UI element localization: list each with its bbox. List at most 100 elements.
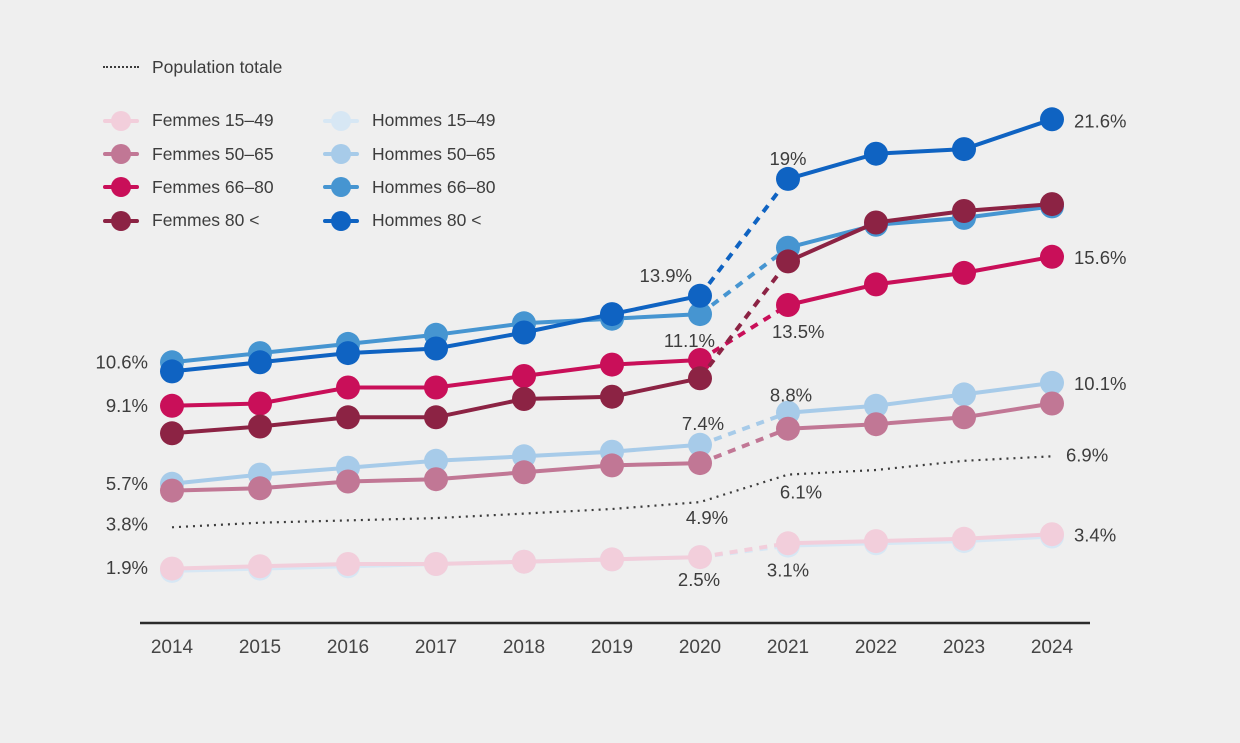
legend-item-femmes-50-65: Femmes 50–65 bbox=[103, 137, 323, 170]
x-tick-label: 2014 bbox=[151, 637, 194, 658]
femmes_15_49-point-2016 bbox=[336, 552, 360, 576]
femmes_80p-point-2016 bbox=[336, 405, 360, 430]
femmes-80-plus-swatch bbox=[103, 210, 139, 231]
femmes_66_80-point-2023 bbox=[952, 260, 976, 285]
legend-grid: Femmes 15–49 Hommes 15–49 Femmes 50–65 H… bbox=[103, 104, 496, 238]
value-label: 6.1% bbox=[780, 482, 822, 503]
value-label: 10.6% bbox=[96, 351, 148, 372]
value-label: 8.8% bbox=[770, 385, 812, 406]
hommes_15_49-line bbox=[787, 534, 1053, 548]
femmes_66_80-line bbox=[787, 254, 1053, 307]
femmes_66_80-point-2020 bbox=[688, 348, 712, 372]
legend-label-hommes-15-49: Hommes 15–49 bbox=[372, 110, 496, 131]
legend-item-hommes-50-65: Hommes 50–65 bbox=[323, 137, 496, 170]
femmes_66_80-point-2021 bbox=[776, 293, 800, 317]
femmes_66_80-point-2018 bbox=[512, 364, 536, 388]
femmes_66_80-point-2019 bbox=[600, 352, 624, 377]
femmes_15_49-point-2024 bbox=[1040, 522, 1064, 547]
hommes_80p-dashed-segment bbox=[698, 177, 790, 298]
femmes_66_80-point-2015 bbox=[248, 391, 272, 416]
femmes-50-65-swatch bbox=[103, 144, 139, 165]
legend: Population totale Femmes 15–49 Hommes 15… bbox=[103, 54, 496, 238]
hommes_50_65-line bbox=[787, 380, 1053, 415]
hommes-66-80-swatch bbox=[323, 177, 359, 198]
femmes_80p-line bbox=[787, 202, 1053, 264]
hommes_80p-point-2015 bbox=[248, 350, 272, 375]
x-tick-label: 2019 bbox=[591, 637, 633, 658]
femmes_15_49-point-2019 bbox=[600, 547, 624, 572]
x-tick-label: 2022 bbox=[855, 637, 897, 658]
femmes_80p-point-2018 bbox=[512, 387, 536, 411]
femmes_80p-point-2015 bbox=[248, 414, 272, 439]
value-label: 6.9% bbox=[1066, 444, 1108, 465]
femmes_50_65-point-2021 bbox=[776, 416, 800, 441]
femmes_66_80-point-2016 bbox=[336, 375, 360, 400]
femmes_66_80-dashed-segment bbox=[698, 303, 790, 362]
legend-label-femmes-15-49: Femmes 15–49 bbox=[152, 110, 274, 131]
femmes_50_65-line bbox=[787, 401, 1053, 431]
x-tick-label: 2016 bbox=[327, 637, 369, 658]
hommes_66_80-point-2020 bbox=[688, 302, 712, 327]
value-label: 13.9% bbox=[640, 265, 692, 286]
femmes_80p-point-2022 bbox=[864, 210, 888, 235]
femmes_80p-point-2023 bbox=[952, 199, 976, 223]
value-label: 2.5% bbox=[678, 569, 720, 590]
value-label: 15.6% bbox=[1074, 247, 1126, 268]
hommes_50_65-point-2020 bbox=[688, 432, 712, 457]
x-tick-label: 2020 bbox=[679, 637, 721, 658]
femmes-66-80-swatch bbox=[103, 177, 139, 198]
hommes-15-49-swatch bbox=[323, 110, 359, 131]
hommes_80p-point-2019 bbox=[600, 302, 624, 327]
value-label: 5.7% bbox=[106, 473, 148, 494]
value-label: 11.1% bbox=[664, 330, 715, 351]
femmes_80p-dashed-segment bbox=[698, 260, 790, 380]
femmes_15_49-point-2017 bbox=[424, 552, 448, 576]
hommes_50_65-point-2024 bbox=[1040, 370, 1064, 395]
hommes_80p-point-2016 bbox=[336, 341, 360, 366]
legend-label-hommes-50-65: Hommes 50–65 bbox=[372, 143, 496, 164]
femmes_15_49-point-2022 bbox=[864, 529, 888, 554]
value-label: 3.8% bbox=[106, 513, 148, 534]
femmes_15_49-point-2023 bbox=[952, 526, 976, 551]
femmes_66_80-point-2014 bbox=[160, 393, 184, 418]
population-totale-dotted-line-swatch bbox=[103, 66, 139, 68]
femmes_50_65-point-2014 bbox=[160, 478, 184, 503]
legend-item-hommes-80-plus: Hommes 80 < bbox=[323, 204, 496, 237]
legend-item-femmes-66-80: Femmes 66–80 bbox=[103, 171, 323, 204]
value-label: 21.6% bbox=[1074, 110, 1126, 131]
hommes_66_80-line bbox=[787, 204, 1053, 250]
hommes_80p-point-2022 bbox=[864, 141, 888, 166]
hommes_80p-point-2024 bbox=[1040, 107, 1064, 132]
femmes_80p-point-2014 bbox=[160, 421, 184, 446]
femmes_15_49-point-2018 bbox=[512, 549, 536, 574]
hommes_80p-point-2018 bbox=[512, 320, 536, 345]
legend-item-femmes-15-49: Femmes 15–49 bbox=[103, 104, 323, 137]
femmes_80p-point-2020 bbox=[688, 366, 712, 391]
x-tick-label: 2023 bbox=[943, 637, 985, 658]
x-tick-label: 2021 bbox=[767, 637, 809, 658]
value-label: 19% bbox=[769, 148, 806, 169]
femmes_66_80-point-2017 bbox=[424, 375, 448, 400]
femmes_15_49-point-2015 bbox=[248, 554, 272, 579]
value-label: 13.5% bbox=[772, 321, 824, 342]
legend-item-population-totale: Population totale bbox=[103, 54, 496, 80]
femmes_80p-point-2019 bbox=[600, 384, 624, 409]
value-label: 4.9% bbox=[686, 507, 728, 528]
femmes_80p-point-2024 bbox=[1040, 192, 1064, 217]
femmes_15_49-point-2021 bbox=[776, 531, 800, 556]
femmes_66_80-point-2024 bbox=[1040, 244, 1064, 269]
legend-label-hommes-66-80: Hommes 66–80 bbox=[372, 176, 496, 197]
value-label: 1.9% bbox=[106, 557, 148, 578]
hommes_80p-point-2020 bbox=[688, 283, 712, 308]
hommes_80p-point-2021 bbox=[776, 166, 800, 191]
femmes_15_49-dashed-segment bbox=[699, 541, 789, 560]
femmes_80p-point-2017 bbox=[424, 405, 448, 430]
legend-label-femmes-50-65: Femmes 50–65 bbox=[152, 143, 274, 164]
femmes_66_80-point-2022 bbox=[864, 272, 888, 297]
value-label: 3.1% bbox=[767, 559, 809, 580]
x-tick-label: 2017 bbox=[415, 637, 457, 658]
value-label: 10.1% bbox=[1074, 373, 1126, 394]
hommes_80p-point-2017 bbox=[424, 336, 448, 361]
legend-label-femmes-66-80: Femmes 66–80 bbox=[152, 176, 274, 197]
femmes_50_65-point-2024 bbox=[1040, 391, 1064, 416]
